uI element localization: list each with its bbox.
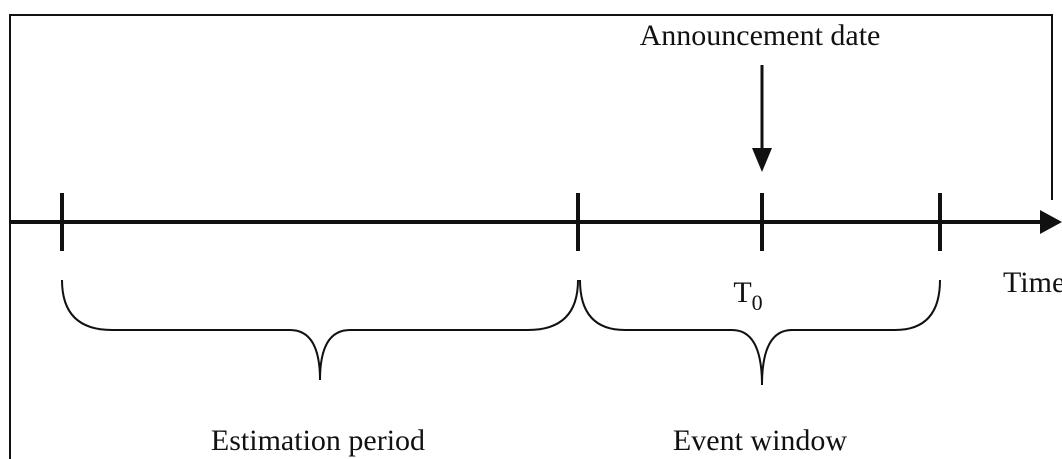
ticks <box>60 193 942 251</box>
time-label: Time <box>1003 266 1062 299</box>
t0-sub: 0 <box>752 290 763 315</box>
t0-base: T <box>733 276 751 309</box>
event-label: Event window <box>673 424 847 457</box>
event-brace <box>579 279 941 386</box>
frame <box>9 14 1053 459</box>
estimation-label: Estimation period <box>211 424 425 457</box>
t0-label: T0 <box>733 276 762 315</box>
estimation-brace <box>61 279 579 381</box>
axis-arrowhead <box>1040 210 1062 234</box>
announcement-label: Announcement date <box>640 19 881 52</box>
announcement-arrowhead <box>752 148 772 172</box>
